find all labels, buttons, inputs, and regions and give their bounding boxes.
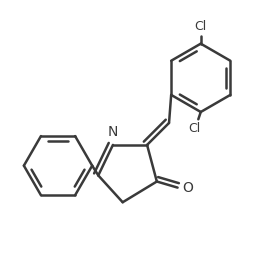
Text: Cl: Cl: [188, 122, 201, 135]
Text: Cl: Cl: [195, 20, 207, 33]
Text: O: O: [183, 181, 193, 195]
Text: N: N: [108, 125, 118, 139]
